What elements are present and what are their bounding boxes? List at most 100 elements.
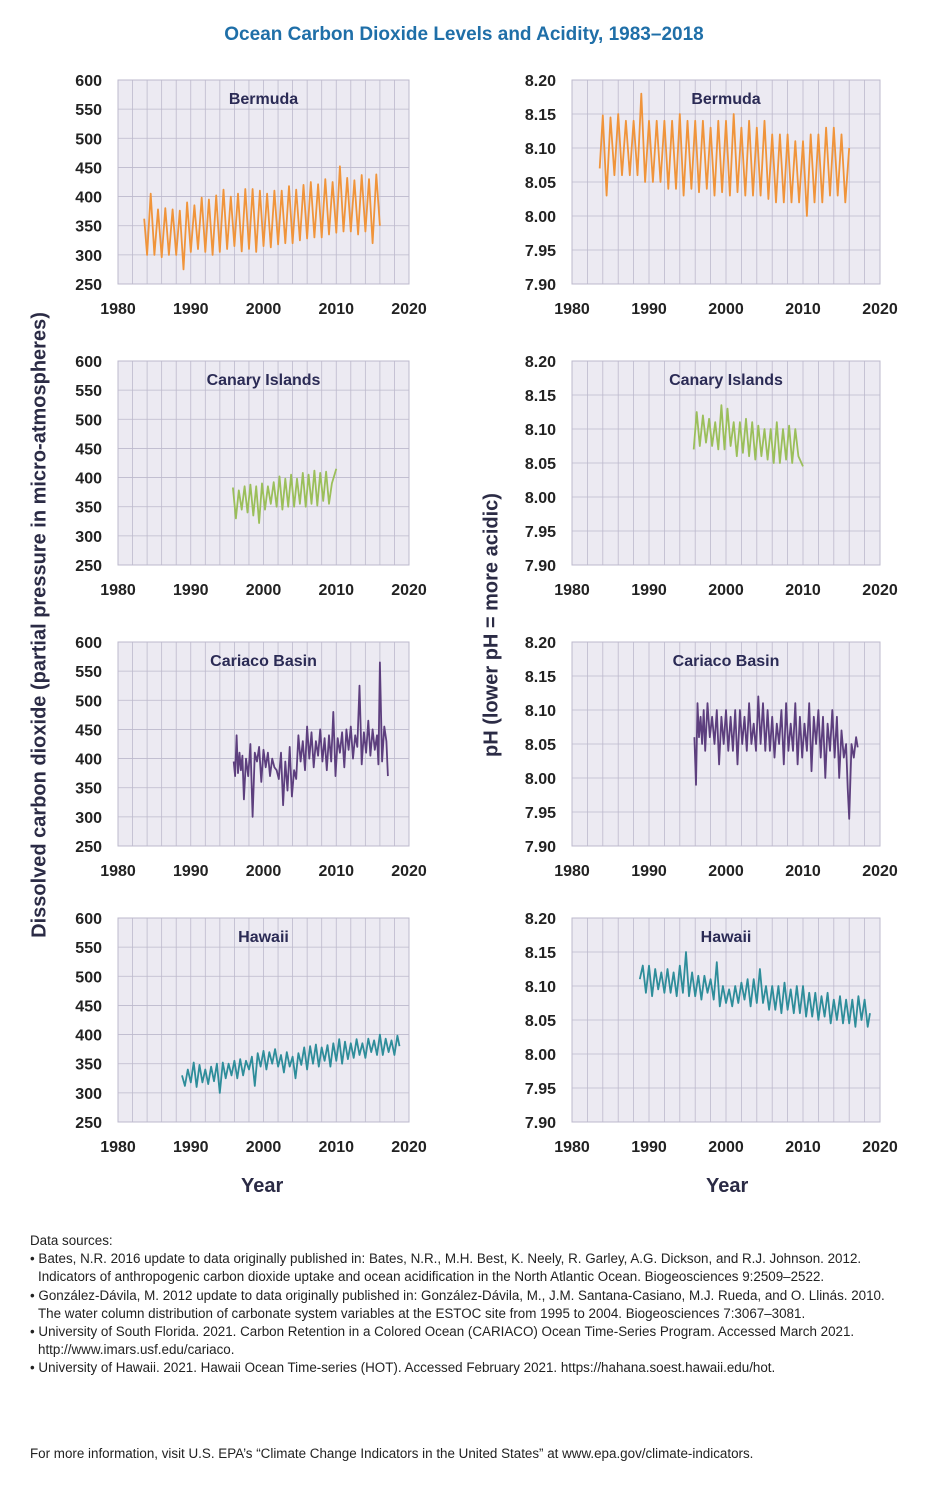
x-tick-label: 2000 bbox=[246, 1139, 282, 1156]
source-item-usf: University of South Florida. 2021. Carbo… bbox=[30, 1323, 910, 1359]
y-tick-label: 550 bbox=[75, 383, 102, 400]
x-tick-label: 2020 bbox=[391, 1139, 427, 1156]
chart-title: Ocean Carbon Dioxide Levels and Acidity,… bbox=[224, 24, 704, 45]
x-tick-label: 2020 bbox=[391, 582, 427, 599]
x-tick-label: 2010 bbox=[785, 301, 821, 318]
x-tick-label: 1990 bbox=[173, 863, 209, 880]
y-tick-label: 450 bbox=[75, 998, 102, 1015]
y-tick-label: 250 bbox=[75, 277, 102, 294]
y-tick-label: 8.10 bbox=[525, 703, 556, 720]
x-tick-label: 1980 bbox=[100, 582, 136, 599]
series-line-bermuda-co2 bbox=[143, 165, 381, 271]
x-tick-label: 2000 bbox=[246, 582, 282, 599]
series-line-canary-islands-ph bbox=[692, 404, 804, 467]
y-tick-label: 8.00 bbox=[525, 490, 556, 507]
y-tick-label: 400 bbox=[75, 190, 102, 207]
y-tick-label: 8.15 bbox=[525, 388, 556, 405]
y-tick-label: 8.00 bbox=[525, 771, 556, 788]
y-tick-label: 600 bbox=[75, 73, 102, 90]
panel-title: Cariaco Basin bbox=[210, 653, 317, 670]
y-tick-label: 8.10 bbox=[525, 979, 556, 996]
series-line-hawaii-co2 bbox=[181, 1033, 401, 1094]
y-tick-label: 8.15 bbox=[525, 945, 556, 962]
x-tick-label: 2020 bbox=[391, 863, 427, 880]
x-tick-label: 1990 bbox=[631, 863, 667, 880]
source-item-hawaii: University of Hawaii. 2021. Hawaii Ocean… bbox=[30, 1359, 910, 1377]
series-line-canary-islands-co2 bbox=[232, 468, 338, 524]
data-sources-list: Bates, N.R. 2016 update to data original… bbox=[30, 1250, 910, 1377]
y-tick-label: 8.10 bbox=[525, 422, 556, 439]
y-tick-label: 7.95 bbox=[525, 805, 556, 822]
x-tick-label: 1980 bbox=[100, 1139, 136, 1156]
series-line-bermuda-ph bbox=[598, 92, 851, 217]
x-tick-label: 2010 bbox=[318, 582, 354, 599]
y-tick-label: 7.90 bbox=[525, 558, 556, 575]
y-tick-label: 8.20 bbox=[525, 911, 556, 928]
chart-cariaco-basin-ph: 7.90 7.95 8.00 8.05 8.10 8.15 8.20 1980 1990 2000… bbox=[525, 635, 898, 880]
chart-hawaii-co2: 250 300 350 400 450 500 550 600 1980 1990 2000 2010… bbox=[75, 911, 427, 1156]
x-tick-label: 2010 bbox=[785, 582, 821, 599]
x-tick-label: 1990 bbox=[631, 301, 667, 318]
x-tick-label: 1980 bbox=[554, 863, 590, 880]
data-sources-header: Data sources: bbox=[30, 1233, 113, 1248]
chart-hawaii-ph: 7.90 7.95 8.00 8.05 8.10 8.15 8.20 1980 1990 2000… bbox=[525, 911, 898, 1156]
y-tick-label: 350 bbox=[75, 500, 102, 517]
y-tick-label: 8.05 bbox=[525, 456, 556, 473]
x-tick-label: 2010 bbox=[785, 1139, 821, 1156]
x-tick-label: 1980 bbox=[554, 582, 590, 599]
x-tick-label: 2010 bbox=[318, 863, 354, 880]
series-line-cariaco-basin-ph bbox=[693, 695, 859, 820]
x-tick-label: 2010 bbox=[785, 863, 821, 880]
y-tick-label: 8.20 bbox=[525, 73, 556, 90]
chart-bermuda-ph: 7.90 7.95 8.00 8.05 8.10 8.15 8.20 1980 1990 2000… bbox=[525, 73, 898, 318]
y-tick-label: 8.05 bbox=[525, 175, 556, 192]
y-tick-label: 7.90 bbox=[525, 1115, 556, 1132]
y-tick-label: 7.95 bbox=[525, 1081, 556, 1098]
y-tick-label: 600 bbox=[75, 635, 102, 652]
panel-title: Hawaii bbox=[238, 929, 289, 946]
y-tick-label: 500 bbox=[75, 693, 102, 710]
x-tick-label: 2000 bbox=[708, 863, 744, 880]
y-tick-label: 350 bbox=[75, 1057, 102, 1074]
y-tick-label: 8.00 bbox=[525, 209, 556, 226]
y-tick-label: 300 bbox=[75, 529, 102, 546]
y-tick-label: 7.90 bbox=[525, 839, 556, 856]
x-tick-label: 2020 bbox=[862, 301, 898, 318]
panel-title: Bermuda bbox=[229, 91, 298, 108]
y-tick-label: 500 bbox=[75, 131, 102, 148]
x-tick-label: 2010 bbox=[318, 1139, 354, 1156]
y-axis-label-ph: pH (lower pH = more acidic) bbox=[480, 493, 503, 757]
panel-title: Bermuda bbox=[691, 91, 760, 108]
x-tick-label: 1980 bbox=[100, 863, 136, 880]
y-tick-label: 600 bbox=[75, 354, 102, 371]
source-item-bates: Bates, N.R. 2016 update to data original… bbox=[30, 1250, 910, 1286]
y-tick-label: 350 bbox=[75, 781, 102, 798]
y-tick-label: 8.15 bbox=[525, 107, 556, 124]
x-axis-label-right: Year bbox=[706, 1175, 749, 1197]
footer-note: For more information, visit U.S. EPA’s “… bbox=[30, 1446, 754, 1461]
chart-canary-islands-ph: 7.90 7.95 8.00 8.05 8.10 8.15 8.20 1980 1990 2000… bbox=[525, 354, 898, 599]
y-tick-label: 8.15 bbox=[525, 669, 556, 686]
y-tick-label: 450 bbox=[75, 441, 102, 458]
y-tick-label: 550 bbox=[75, 102, 102, 119]
x-axis-label-left: Year bbox=[241, 1175, 284, 1197]
y-tick-label: 300 bbox=[75, 810, 102, 827]
y-tick-label: 7.95 bbox=[525, 524, 556, 541]
x-tick-label: 1990 bbox=[631, 582, 667, 599]
x-tick-label: 1990 bbox=[173, 1139, 209, 1156]
x-tick-label: 2020 bbox=[862, 582, 898, 599]
panel-title: Canary Islands bbox=[207, 372, 321, 389]
y-tick-label: 300 bbox=[75, 248, 102, 265]
y-tick-label: 8.05 bbox=[525, 1013, 556, 1030]
x-tick-label: 2010 bbox=[318, 301, 354, 318]
series-line-hawaii-ph bbox=[638, 951, 871, 1028]
y-tick-label: 600 bbox=[75, 911, 102, 928]
panel-title: Cariaco Basin bbox=[673, 653, 780, 670]
y-tick-label: 550 bbox=[75, 664, 102, 681]
x-tick-label: 1980 bbox=[100, 301, 136, 318]
x-tick-label: 2020 bbox=[862, 1139, 898, 1156]
y-tick-label: 250 bbox=[75, 558, 102, 575]
x-tick-label: 2000 bbox=[708, 1139, 744, 1156]
y-tick-label: 8.20 bbox=[525, 354, 556, 371]
y-tick-label: 400 bbox=[75, 471, 102, 488]
